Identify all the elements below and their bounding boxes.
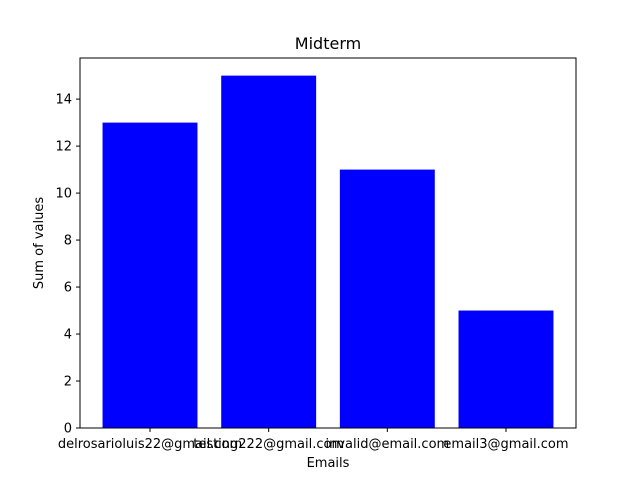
bars-layer — [102, 75, 554, 429]
y-axis-label: Sum of values — [32, 197, 47, 289]
y-tick-label: 6 — [64, 281, 72, 296]
bar-3 — [458, 310, 554, 428]
chart-title: Midterm — [295, 34, 361, 53]
x-tick-label: invalid@email.com — [325, 437, 449, 452]
x-tick-label: email3@gmail.com — [443, 437, 568, 452]
y-tick-label: 8 — [64, 234, 72, 249]
x-axis-ticks: delrosarioluis22@gmail.comtesting222@gma… — [58, 428, 569, 452]
x-tick-label: testing222@gmail.com — [193, 437, 344, 452]
y-tick-label: 0 — [64, 422, 72, 437]
y-tick-label: 2 — [64, 375, 72, 390]
y-tick-label: 10 — [55, 187, 72, 202]
y-axis-ticks: 0 2 4 6 8 10 12 14 — [55, 93, 80, 437]
bar-1 — [221, 75, 317, 428]
bar-2 — [339, 169, 435, 429]
x-axis-label: Emails — [307, 456, 350, 471]
x-tick-label: delrosarioluis22@gmail.com — [58, 437, 242, 452]
bar-0 — [102, 122, 198, 428]
y-tick-label: 14 — [55, 93, 72, 108]
y-tick-label: 12 — [55, 140, 72, 155]
y-tick-label: 4 — [64, 328, 72, 343]
plot-frame — [79, 57, 577, 429]
